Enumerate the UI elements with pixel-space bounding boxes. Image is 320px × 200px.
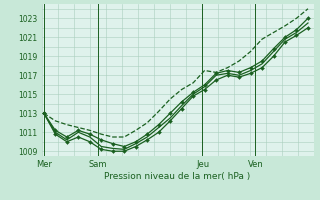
X-axis label: Pression niveau de la mer( hPa ): Pression niveau de la mer( hPa ) [104,172,251,181]
